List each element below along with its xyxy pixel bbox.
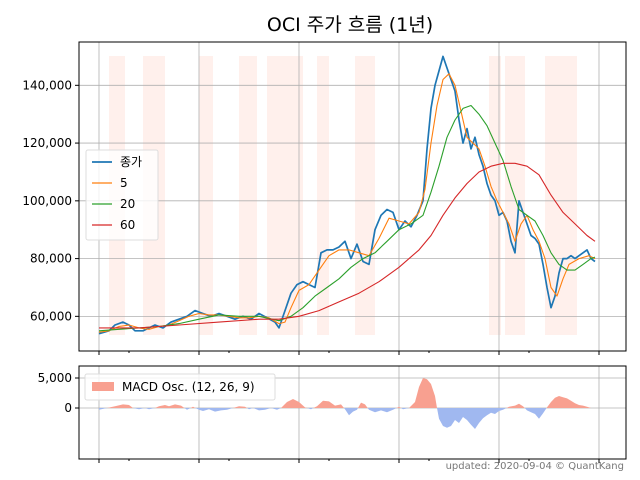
price-axes-frame: [78, 41, 627, 352]
price-x-ticks: [98, 351, 600, 355]
shaded-region-5: [317, 56, 329, 335]
price-ytick-label-3: 120,000: [22, 136, 72, 150]
macd-ytick-label-0: 0: [64, 401, 72, 415]
macd-y-ticks: 0 5,000: [38, 371, 79, 415]
footer-credit: updated: 2020-09-04 © QuantKang: [446, 461, 624, 472]
macd-legend-box: [84, 373, 276, 401]
price-legend-label-2: 20: [120, 197, 135, 211]
price-grid: [79, 42, 626, 351]
shaded-region-2: [199, 56, 213, 335]
macd-area: [99, 378, 591, 429]
chart-title: OCI 주가 흐름 (1년): [267, 14, 433, 36]
macd-panel: 0 5,000 MACD Osc. (12, 26, 9): [38, 365, 627, 463]
price-ytick-label-4: 140,000: [22, 78, 72, 92]
price-legend-label-1: 5: [120, 176, 128, 190]
shaded-region-8: [505, 56, 525, 335]
shaded-region-4: [267, 56, 303, 335]
price-lines: [98, 55, 596, 335]
shaded-region-3: [239, 56, 257, 335]
price-legend-box: [85, 149, 159, 241]
price-ytick-label-0: 60,000: [30, 309, 72, 323]
macd-x-ticks: [98, 459, 600, 463]
price-ytick-label-2: 100,000: [22, 194, 72, 208]
price-series-1: [98, 73, 596, 333]
macd-legend-swatch: [92, 382, 114, 391]
price-ytick-label-1: 80,000: [30, 252, 72, 266]
shaded-region-9: [545, 56, 577, 335]
macd-negative-area: [99, 408, 591, 429]
price-panel: 60,000 80,000 100,000 120,000 140,000 종가 5 20 6…: [22, 41, 627, 355]
macd-ytick-label-1: 5,000: [38, 371, 72, 385]
macd-legend-label: MACD Osc. (12, 26, 9): [122, 380, 255, 394]
price-legend-label-0: 종가: [120, 155, 142, 169]
price-y-ticks: 60,000 80,000 100,000 120,000 140,000: [22, 78, 79, 323]
price-series-3: [99, 162, 596, 329]
shaded-regions: [109, 56, 577, 335]
macd-legend: MACD Osc. (12, 26, 9): [84, 373, 276, 401]
price-series-2: [98, 104, 596, 332]
macd-axes-frame: [78, 365, 627, 460]
price-legend-label-3: 60: [120, 218, 135, 232]
price-legend: 종가 5 20 60: [85, 149, 159, 241]
shaded-region-6: [355, 56, 375, 335]
